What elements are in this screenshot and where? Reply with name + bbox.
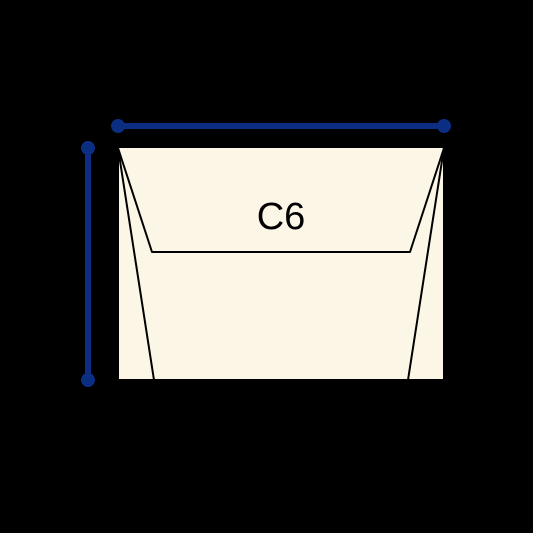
diagram-stage: C6 (0, 0, 533, 533)
dimension-lines (0, 0, 533, 533)
